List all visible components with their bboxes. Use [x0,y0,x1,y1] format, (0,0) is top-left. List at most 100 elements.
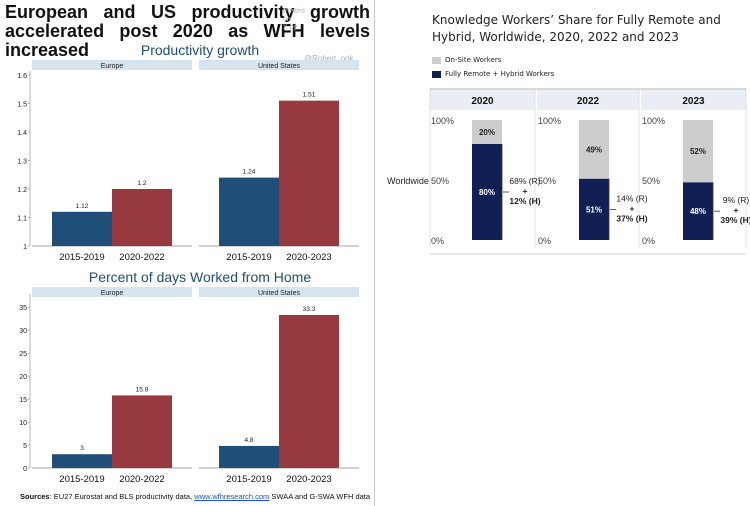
remote-bar [472,144,502,240]
legend-onsite: On-Site Workers [432,56,501,64]
split-plus: + [523,186,528,196]
legend-remote-label: Fully Remote + Hybrid Workers [445,70,555,78]
onsite-bar [579,120,609,179]
productivity-chart-title: Productivity growth [140,42,260,58]
productivity-chart: 1 1.1 1.2 1.3 1.4 1.5 1.6 Europe 1.12 2015-2019 1.… [17,60,359,263]
y-tick-label: 1.3 [17,159,27,166]
bar [279,100,339,247]
onsite-value-label: 20% [479,128,495,137]
left-figure: European and US productivity growth acce… [5,0,375,506]
onsite-value-label: 52% [690,147,706,156]
remote-share-label: 9% (R) [723,195,750,205]
watermark-line: Posted [283,8,305,15]
bar-value-label: 4.8 [244,437,253,444]
x-tick-label: 2020-2023 [286,252,331,263]
year-label: 2020 [471,96,494,107]
y-tick-label: 100% [642,116,665,126]
onsite-bar [683,120,713,183]
onsite-value-label: 49% [586,145,602,154]
split-plus: + [734,205,739,215]
year-label: 2023 [682,96,705,107]
source-label: Sources [20,492,50,501]
bar-value-label: 15.8 [136,386,149,393]
remote-value-label: 51% [586,205,602,214]
y-tick-label: 1.6 [17,73,27,80]
year-header [641,90,746,110]
x-tick-label: 2015-2019 [226,474,271,485]
y-tick-label: 0 [23,466,27,473]
panel-name: Europe [101,63,124,70]
watermark: Posted on X by [283,8,305,32]
watermark-line: on [283,16,291,23]
y-tick-label: 1.1 [17,216,27,223]
panel-name: Europe [101,290,124,297]
bar-value-label: 1.12 [76,203,89,210]
x-tick-label: 2015-2019 [59,252,104,263]
author-handle: @Robert_ook [304,54,354,63]
panel-name: United States [258,63,301,70]
bar [279,315,339,468]
onsite-swatch [432,56,441,64]
remote-share-label: 68% (R) [509,176,540,186]
source-text: : EU27 Eurostat and BLS productivity dat… [49,492,195,501]
y-tick-label: 35 [19,305,27,312]
source-note: Sources: EU27 Eurostat and BLS productiv… [20,492,370,501]
bar [219,177,279,246]
wfh-chart-title: Percent of days Worked from Home [88,269,312,285]
bar-value-label: 1.24 [243,169,256,176]
hybrid-share-label: 37% (H) [616,213,647,223]
y-tick-label: 50% [538,176,556,186]
onsite-bar [472,120,502,144]
legend-onsite-label: On-Site Workers [445,56,502,64]
y-tick-label: 1 [23,244,27,251]
remote-swatch [432,70,441,78]
y-tick-label: 50% [431,176,449,186]
y-tick-label: 0% [431,236,444,246]
y-tick-label: 0% [538,236,551,246]
x-tick-label: 2020-2022 [119,474,164,485]
bar [219,445,279,468]
wfh-chart: 0 5 10 15 20 25 30 35 Europe 3 2015-2019 15.8 2020-2… [19,287,359,485]
figure-title: European and US productivity growth acce… [5,2,370,60]
y-tick-label: 100% [431,116,454,126]
x-tick-label: 2015-2019 [226,252,271,263]
y-tick-label: 25 [19,351,27,358]
y-tick-label: 50% [642,176,660,186]
bar-value-label: 1.51 [303,92,316,99]
bar-value-label: 33.3 [303,306,316,313]
panel-strip [32,60,192,70]
bar [112,189,172,246]
split-plus: + [630,203,635,213]
remote-value-label: 80% [479,188,495,197]
y-tick-label: 1.5 [17,102,27,109]
y-tick-label: 0% [642,236,655,246]
remote-share-label: 14% (R) [616,193,647,203]
bar-value-label: 3 [80,445,84,452]
y-tick-label: 20 [19,374,27,381]
x-tick-label: 2020-2022 [119,252,164,263]
x-tick-label: 2020-2023 [286,474,331,485]
legend-remote: Fully Remote + Hybrid Workers [432,70,554,78]
bar [112,395,172,468]
bar-value-label: 1.2 [137,180,146,187]
bar [52,211,112,246]
year-header [430,90,535,110]
y-tick-label: 1.4 [17,130,27,137]
year-header [537,90,639,110]
y-tick-label: 100% [538,116,561,126]
hybrid-share-label: 12% (H) [509,196,540,206]
panel-strip [199,60,359,70]
hybrid-share-label: 39% (H) [720,215,750,225]
panel-strip [199,287,359,297]
year-label: 2022 [577,96,600,107]
bar [52,454,112,468]
remote-chart-title: Knowledge Workers’ Share for Fully Remot… [432,13,721,44]
watermark-line: X by [283,24,298,31]
source-link[interactable]: www.wfhresearch.com [194,492,270,501]
y-tick-label: 5 [23,443,27,450]
y-tick-label: 15 [19,397,27,404]
y-tick-label: 1.2 [17,187,27,194]
right-figure: Knowledge Workers’ Share for Fully Remot… [375,0,750,506]
x-tick-label: 2015-2019 [59,474,104,485]
